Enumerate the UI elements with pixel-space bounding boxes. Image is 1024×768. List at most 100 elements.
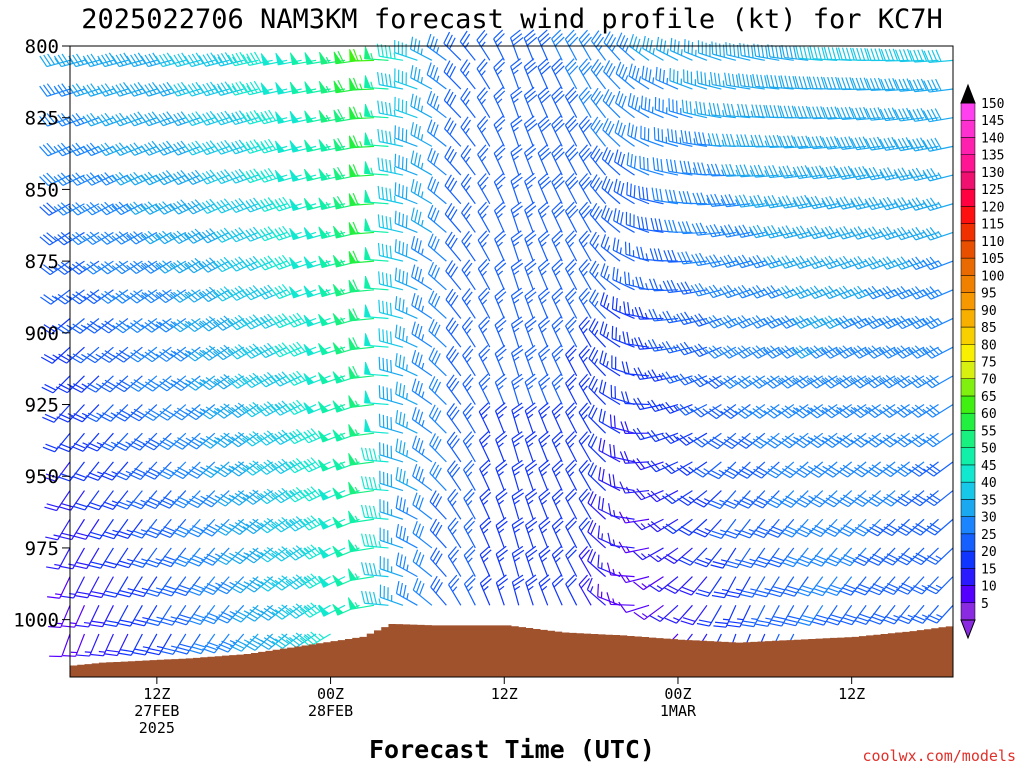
wind-barb bbox=[90, 633, 114, 657]
wind-barb bbox=[525, 574, 538, 606]
colorbar-label: 130 bbox=[981, 166, 1004, 181]
wind-barb bbox=[601, 205, 621, 233]
wind-barb bbox=[551, 316, 564, 348]
wind-barb bbox=[823, 518, 853, 537]
wind-barb bbox=[613, 149, 635, 176]
wind-barb bbox=[820, 315, 852, 329]
wind-barb bbox=[270, 196, 302, 212]
wind-barb bbox=[412, 578, 433, 606]
wind-barb bbox=[285, 632, 317, 648]
wind-barb bbox=[460, 145, 476, 176]
wind-barb bbox=[611, 325, 635, 348]
wind-barb bbox=[428, 347, 447, 377]
wind-barb bbox=[83, 318, 114, 334]
wind-barb bbox=[821, 404, 853, 419]
wind-barb bbox=[447, 460, 462, 491]
wind-barb bbox=[479, 459, 491, 491]
wind-barb bbox=[864, 345, 896, 359]
wind-barb bbox=[578, 201, 592, 233]
wind-barb bbox=[49, 633, 71, 658]
x-tick-label: 00Z bbox=[664, 685, 691, 703]
wind-barb bbox=[748, 315, 780, 329]
wind-barb bbox=[767, 547, 795, 568]
wind-barb bbox=[620, 421, 650, 434]
wind-barb bbox=[212, 286, 244, 302]
wind-barb bbox=[662, 518, 693, 535]
wind-barb bbox=[661, 401, 693, 414]
wind-barb bbox=[170, 404, 201, 421]
wind-barb bbox=[755, 605, 780, 627]
wind-barb bbox=[706, 193, 736, 207]
wind-barb bbox=[676, 341, 708, 356]
wind-barb bbox=[806, 195, 838, 210]
wind-barb bbox=[242, 547, 274, 564]
credit-link[interactable]: coolwx.com/models bbox=[862, 747, 1016, 765]
wind-barb bbox=[836, 432, 867, 448]
wind-barb bbox=[907, 374, 939, 389]
wind-barb bbox=[459, 30, 476, 61]
wind-barb bbox=[724, 72, 751, 90]
wind-barb bbox=[719, 345, 751, 359]
wind-barb bbox=[695, 101, 722, 119]
wind-barb bbox=[835, 165, 867, 180]
wind-barb bbox=[751, 490, 780, 509]
wind-barb bbox=[511, 545, 525, 577]
wind-barb bbox=[84, 375, 114, 393]
colorbar-swatch bbox=[960, 188, 976, 207]
colorbar-swatch bbox=[960, 568, 976, 586]
wind-barb bbox=[638, 185, 664, 205]
wind-barb bbox=[130, 547, 158, 568]
wind-barb bbox=[578, 345, 592, 377]
wind-barb bbox=[495, 545, 508, 577]
wind-barb bbox=[256, 372, 288, 388]
wind-barb bbox=[849, 345, 881, 359]
wind-barb bbox=[364, 132, 389, 147]
wind-barb bbox=[39, 202, 71, 216]
wind-barb bbox=[285, 370, 317, 386]
wind-barb bbox=[609, 414, 635, 434]
wind-barb bbox=[427, 176, 447, 205]
wind-barb bbox=[705, 254, 737, 268]
wind-barb bbox=[317, 459, 346, 472]
wind-barb bbox=[725, 42, 751, 61]
wind-barb bbox=[647, 460, 679, 473]
wind-barb bbox=[463, 545, 476, 577]
wind-barb bbox=[361, 562, 389, 578]
wind-barb bbox=[564, 58, 579, 90]
wind-barb bbox=[625, 211, 650, 233]
wind-barb bbox=[737, 103, 765, 119]
wind-barb bbox=[111, 52, 143, 68]
wind-barb bbox=[46, 547, 71, 570]
wind-barb bbox=[200, 518, 230, 537]
colorbar-label: 25 bbox=[981, 528, 997, 543]
wind-barb bbox=[377, 214, 404, 234]
wind-barb bbox=[850, 461, 881, 478]
wind-barb bbox=[792, 375, 824, 389]
wind-barb bbox=[129, 518, 158, 539]
wind-barb bbox=[589, 174, 607, 205]
wind-barb bbox=[587, 433, 607, 463]
wind-barb bbox=[112, 317, 143, 334]
wind-barb bbox=[361, 590, 389, 606]
wind-barb bbox=[360, 504, 389, 520]
wind-barb bbox=[639, 155, 664, 176]
wind-barb bbox=[578, 259, 592, 291]
wind-barb bbox=[477, 230, 491, 262]
wind-barb bbox=[766, 74, 794, 90]
wind-barb bbox=[158, 518, 187, 539]
wind-barb bbox=[881, 576, 911, 596]
wind-barb bbox=[680, 129, 708, 147]
wind-barb bbox=[664, 219, 693, 234]
wind-barb bbox=[838, 576, 867, 596]
wind-barb bbox=[510, 230, 523, 262]
wind-barb bbox=[879, 107, 910, 122]
wind-barb bbox=[564, 230, 578, 262]
wind-barb bbox=[47, 576, 71, 599]
wind-barb bbox=[707, 461, 737, 480]
wind-barb bbox=[589, 202, 607, 233]
wind-barb bbox=[114, 432, 143, 451]
wind-barb bbox=[410, 179, 433, 205]
wind-barb bbox=[227, 314, 259, 331]
wind-barb bbox=[142, 404, 172, 422]
wind-barb bbox=[667, 128, 693, 147]
